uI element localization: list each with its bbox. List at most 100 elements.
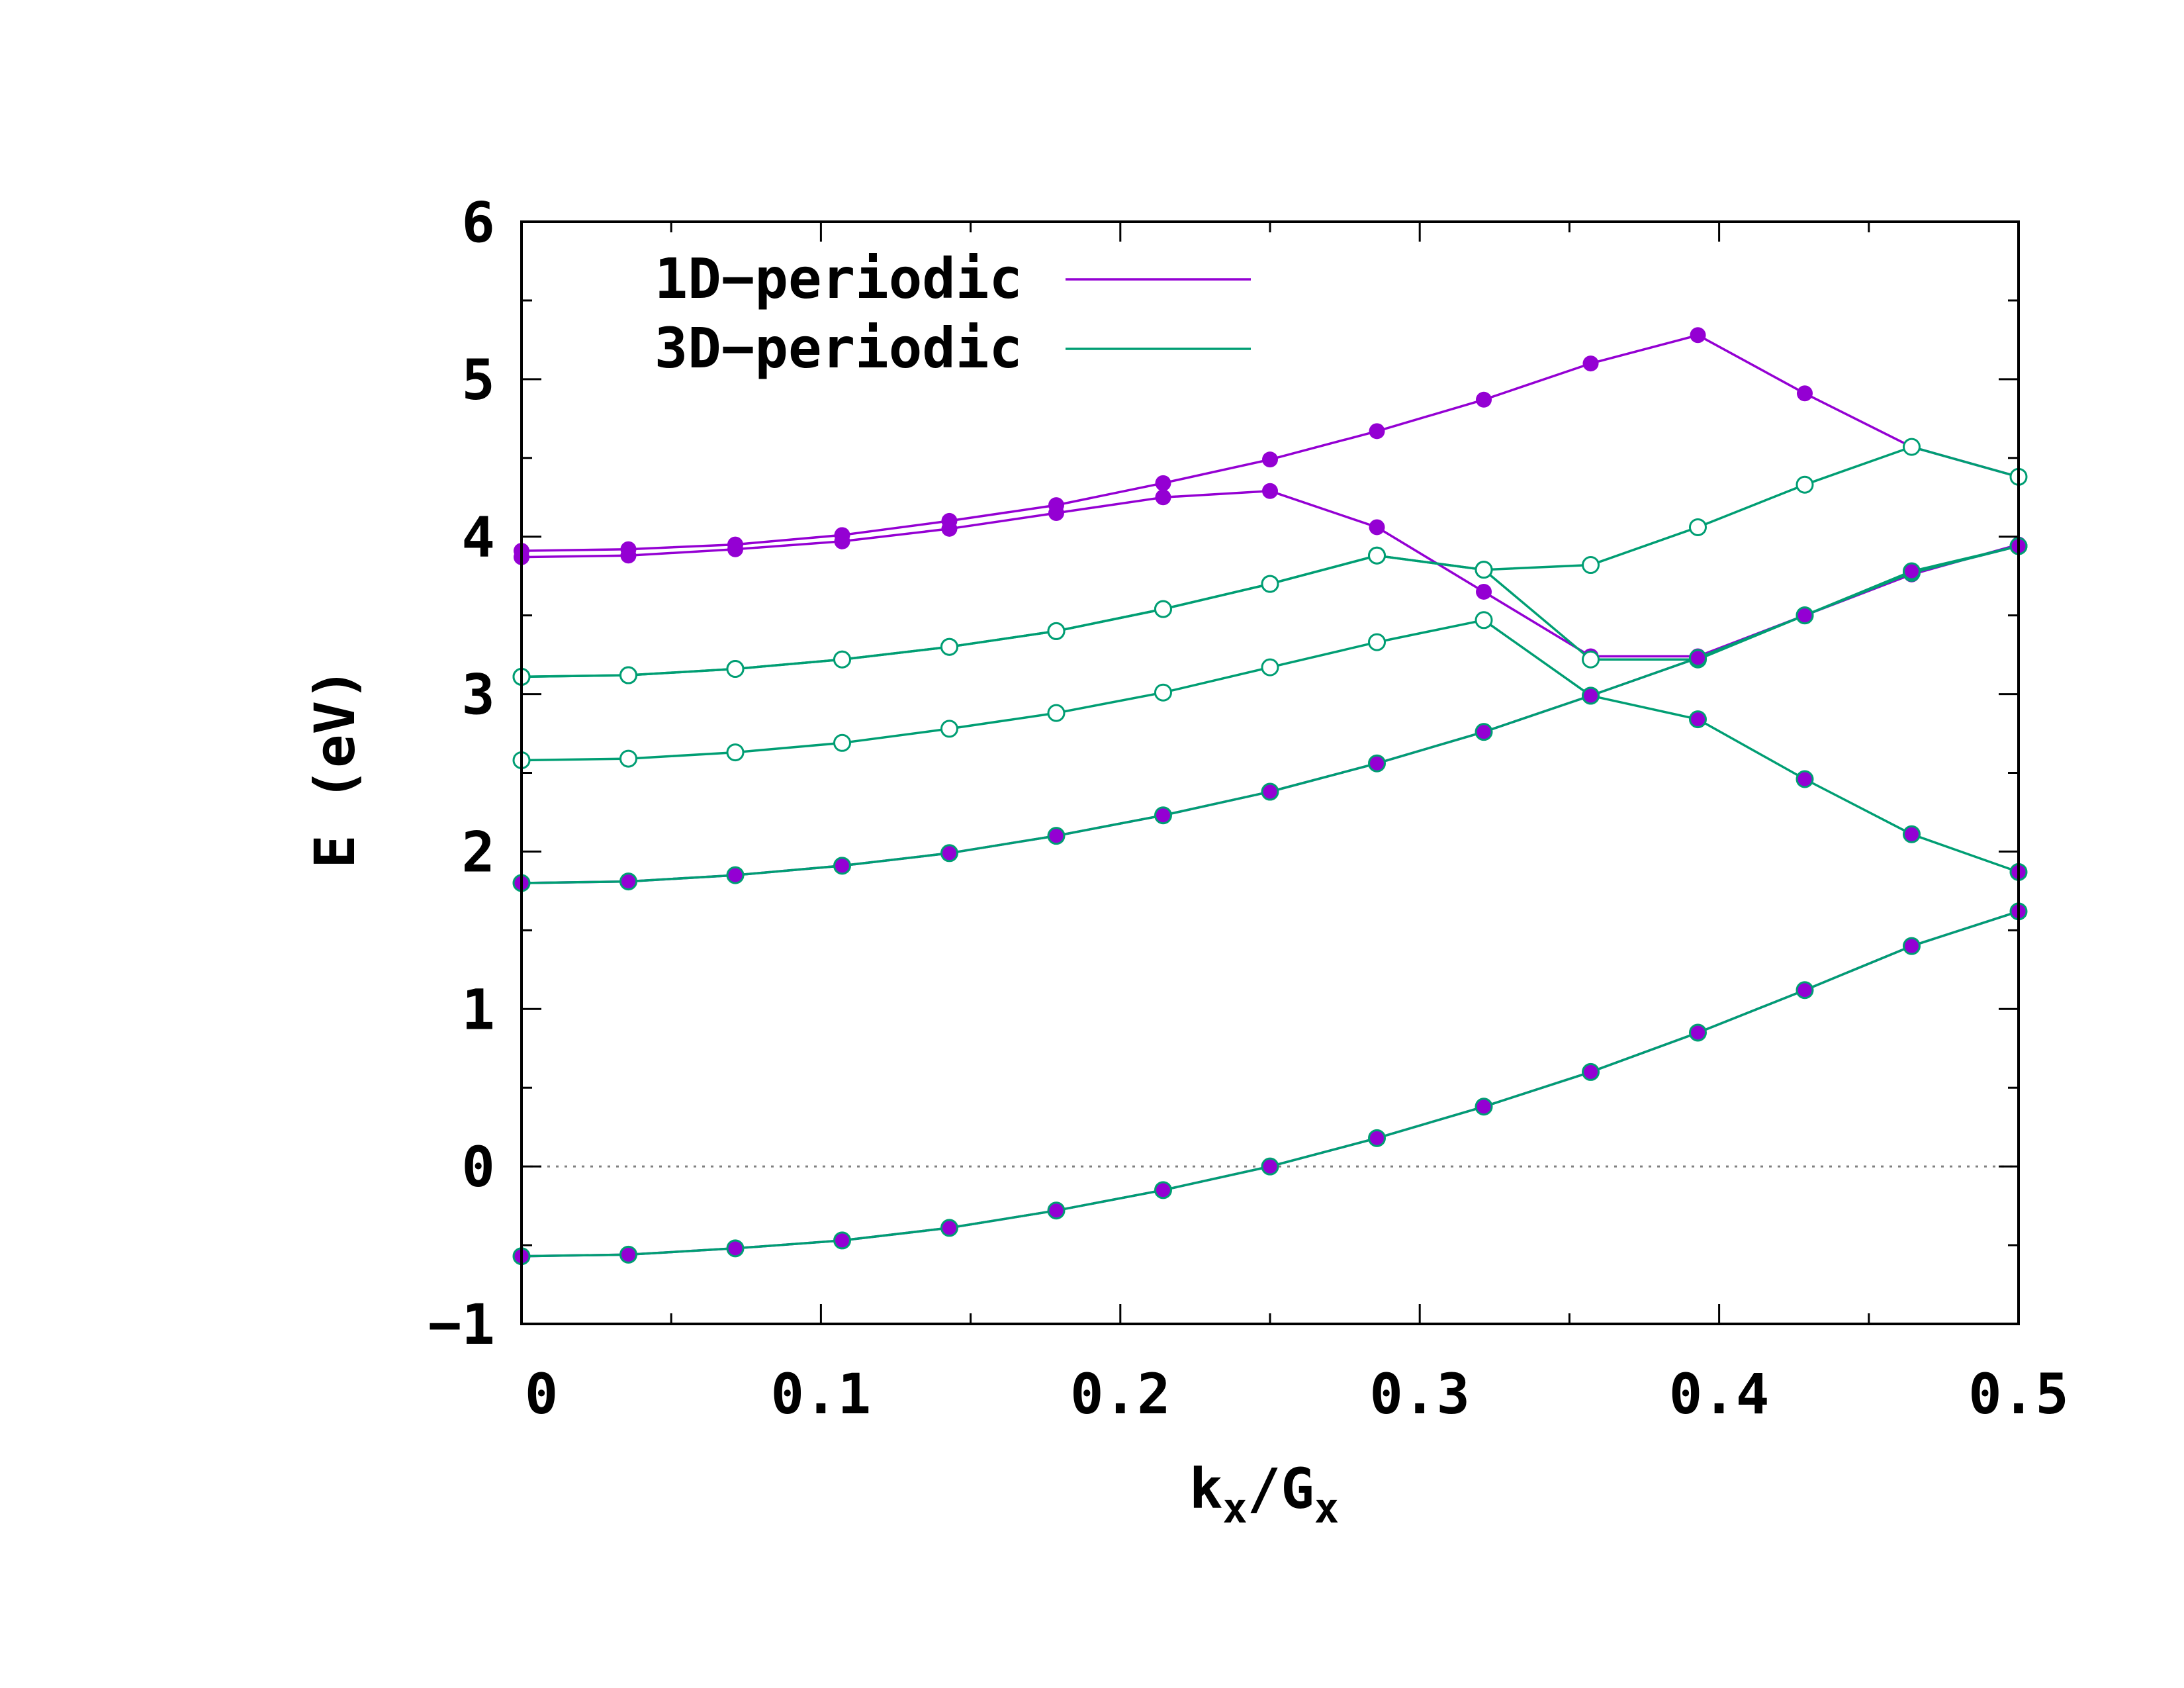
data-point: [1582, 355, 1599, 372]
data-point: [1688, 649, 1707, 667]
axis-tick-labels: −1 0 1 2 3 4 5 6 0 0.1 0.2 0.3 0.4 0.5: [428, 190, 2069, 1427]
data-point: [1475, 611, 1493, 630]
x-axis-title-mid: /G: [1248, 1456, 1314, 1521]
data-point: [1047, 827, 1066, 845]
data-point: [1902, 562, 1921, 581]
data-point: [1475, 561, 1493, 579]
data-point: [940, 637, 958, 656]
data-point: [1476, 583, 1492, 600]
y-tick-label: 4: [461, 505, 495, 570]
data-point: [1047, 622, 1066, 640]
x-tick-label: 0: [525, 1362, 559, 1427]
data-point: [1796, 606, 1814, 625]
data-point: [1582, 650, 1600, 669]
data-point: [1154, 1181, 1172, 1199]
data-point: [726, 866, 745, 884]
y-axis-title: E (eV): [302, 667, 367, 868]
y-tick-label: 3: [461, 663, 495, 727]
y-tick-label: 6: [461, 190, 495, 255]
series-6: [512, 537, 2028, 892]
data-point: [619, 1245, 638, 1264]
data-point: [1902, 937, 1921, 955]
data-point: [1261, 1157, 1279, 1176]
y-tick-label: 1: [461, 977, 495, 1042]
data-point: [1369, 519, 1385, 536]
legend-label: 1D−periodic: [655, 246, 1023, 311]
data-point: [1368, 633, 1387, 651]
data-point: [1796, 385, 1813, 402]
data-point: [619, 749, 638, 768]
legend-label: 3D−periodic: [655, 316, 1023, 381]
data-point: [1261, 782, 1279, 801]
y-tick-label: 2: [461, 820, 495, 884]
data-point: [1155, 475, 1171, 491]
series-layer: [512, 327, 2028, 1266]
data-point: [834, 527, 850, 543]
x-tick-label: 0.3: [1369, 1362, 1470, 1427]
data-point: [1048, 497, 1064, 514]
data-point: [1582, 1062, 1600, 1081]
axis-ticks: [520, 220, 2020, 1325]
data-point: [1262, 483, 1278, 499]
data-point: [1154, 806, 1172, 825]
data-point: [1154, 600, 1172, 618]
x-tick-label: 0.4: [1669, 1362, 1770, 1427]
data-point: [833, 857, 852, 875]
data-point: [1796, 475, 1814, 494]
data-point: [1475, 723, 1493, 741]
data-point: [619, 872, 638, 891]
data-point: [726, 1239, 745, 1258]
series-5: [512, 902, 2028, 1266]
x-tick-label: 0.1: [771, 1362, 872, 1427]
data-point: [1796, 981, 1814, 1000]
data-point: [940, 844, 958, 863]
data-point: [1262, 451, 1278, 468]
data-point: [1261, 575, 1279, 593]
y-tick-label: 5: [461, 348, 495, 412]
series-4: [514, 327, 2026, 559]
data-point: [833, 650, 852, 669]
data-point: [1796, 770, 1814, 788]
data-point: [1368, 754, 1387, 773]
data-point: [1582, 556, 1600, 575]
data-point: [833, 1231, 852, 1250]
y-tick-label: 0: [461, 1135, 495, 1199]
data-point: [1155, 489, 1171, 506]
data-point: [941, 512, 958, 529]
x-axis-title-sub1: x: [1222, 1484, 1247, 1532]
data-point: [1688, 1023, 1707, 1042]
data-point: [1688, 710, 1707, 729]
data-point: [1902, 438, 1921, 456]
data-point: [1261, 658, 1279, 677]
x-tick-label: 0.5: [1968, 1362, 2069, 1427]
x-tick-label: 0.2: [1070, 1362, 1171, 1427]
x-axis-title: kx/Gx: [1189, 1456, 1339, 1532]
data-point: [1688, 518, 1707, 536]
data-point: [620, 541, 637, 557]
data-point: [1047, 704, 1066, 722]
data-point: [619, 666, 638, 684]
data-point: [727, 536, 744, 553]
data-point: [940, 1219, 958, 1237]
x-axis-title-main: k: [1189, 1456, 1223, 1521]
data-point: [726, 660, 745, 679]
data-point: [833, 733, 852, 752]
data-point: [940, 720, 958, 738]
data-point: [1154, 683, 1172, 702]
data-point: [1368, 546, 1387, 565]
y-tick-label: −1: [428, 1292, 495, 1357]
data-point: [1368, 1129, 1387, 1147]
data-point: [1369, 423, 1385, 440]
data-point: [1690, 327, 1706, 344]
x-axis-title-sub2: x: [1314, 1484, 1339, 1532]
data-point: [1476, 391, 1492, 408]
data-point: [1475, 1098, 1493, 1116]
data-point: [726, 743, 745, 762]
data-point: [1902, 825, 1921, 843]
data-point: [1047, 1201, 1066, 1220]
series-7: [512, 611, 2028, 881]
data-point: [1582, 686, 1600, 705]
